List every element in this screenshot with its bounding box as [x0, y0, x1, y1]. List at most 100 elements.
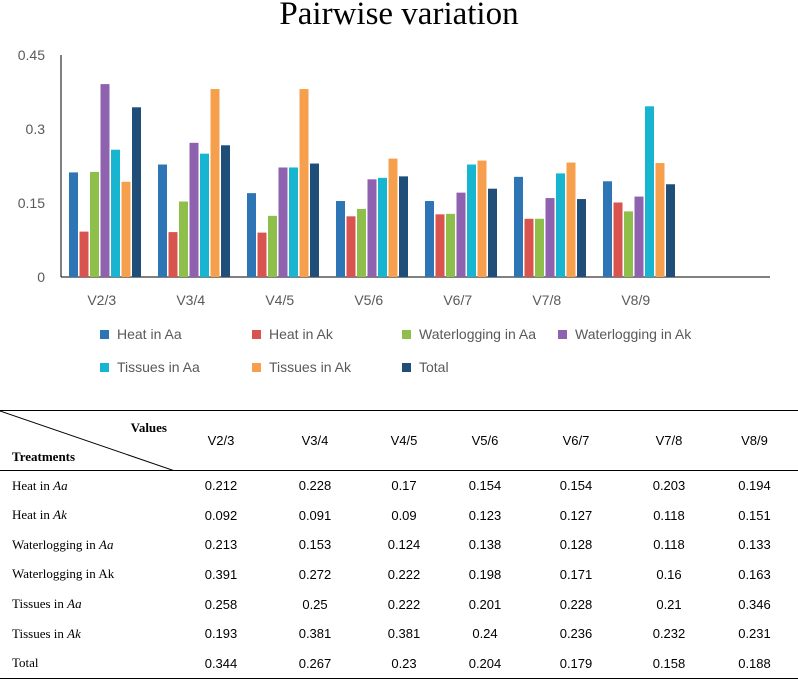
- table-cell: 0.201: [468, 596, 502, 612]
- table-cell: 0.381: [387, 626, 421, 642]
- legend-item: Tissues in Aa: [100, 359, 200, 375]
- bar: [158, 164, 167, 277]
- table-cell: 0.138: [468, 537, 502, 553]
- x-tick-label: V4/5: [265, 292, 294, 308]
- legend-label: Waterlogging in Aa: [419, 326, 536, 342]
- table-row: Tissues in Ak 0.193 0.381 0.381 0.24 0.236 0.2…: [0, 619, 798, 649]
- table-cell: 0.171: [559, 566, 593, 582]
- bar: [121, 181, 131, 277]
- values-table: Values Treatments V2/3 V3/4 V4/5 V5/6 V6/7 V7…: [0, 410, 798, 679]
- table-cell: 0.151: [738, 507, 771, 523]
- legend-label: Tissues in Ak: [269, 359, 351, 375]
- x-tick-label: V2/3: [87, 292, 116, 308]
- y-tick-label: 0: [37, 269, 45, 285]
- table-cell: 0.228: [559, 596, 593, 612]
- table-cell: 0.128: [559, 537, 593, 553]
- table-cell: 0.232: [652, 626, 686, 642]
- legend-label: Heat in Ak: [269, 326, 333, 342]
- table-cell: 0.231: [738, 626, 771, 642]
- table-header-row: Values Treatments V2/3 V3/4 V4/5 V5/6 V6/7 V7…: [0, 410, 798, 471]
- table-cell: 0.198: [468, 566, 502, 582]
- table-cell: 0.124: [387, 537, 421, 553]
- table-cell: 0.154: [468, 478, 502, 494]
- table-cell: 0.188: [738, 655, 771, 671]
- legend-item: Total: [402, 359, 449, 375]
- table-cell: 0.194: [738, 478, 771, 494]
- bar: [289, 167, 298, 277]
- bar: [535, 218, 544, 277]
- bar: [577, 199, 586, 277]
- table-cell: 0.092: [204, 507, 238, 523]
- bar: [111, 149, 120, 277]
- table-cell: 0.272: [298, 566, 332, 582]
- legend-item: Tissues in Ak: [252, 359, 351, 375]
- table-column-header: V2/3: [207, 433, 235, 448]
- table-cell: 0.267: [298, 655, 332, 671]
- bar: [467, 164, 476, 277]
- row-label: Waterlogging in Ak: [12, 566, 115, 582]
- row-label: Tissues in Ak: [12, 625, 81, 641]
- table-cell: 0.133: [738, 537, 771, 553]
- table-cell: 0.213: [204, 537, 238, 553]
- bar: [603, 181, 612, 277]
- bar: [336, 201, 345, 277]
- table-cell: 0.203: [652, 478, 686, 494]
- table-row: Waterlogging in Aa 0.213 0.153 0.124 0.138 0.…: [0, 530, 798, 560]
- bar-chart: 0 0.15 0.3 0.45 V2/3 V3/4 V4/5 V5/6 V6/7 V7/8 V8/9: [18, 47, 770, 308]
- bar: [367, 179, 377, 277]
- table-cell: 0.391: [204, 566, 238, 582]
- bar: [488, 188, 497, 277]
- corner-values-label: Values: [130, 420, 167, 435]
- table-column-header: V4/5: [390, 433, 418, 448]
- table-cell: 0.346: [738, 596, 771, 612]
- table-cell: 0.158: [652, 655, 686, 671]
- chart-bars: [69, 84, 675, 278]
- bar: [399, 176, 408, 277]
- table-cell: 0.25: [302, 596, 328, 612]
- bar: [346, 216, 356, 277]
- bar: [179, 201, 188, 277]
- table-cell: 0.16: [656, 566, 682, 582]
- table-cell: 0.154: [559, 478, 593, 494]
- chart-title: Pairwise variation: [279, 0, 519, 32]
- bar: [477, 160, 487, 277]
- table-cell: 0.127: [559, 507, 593, 523]
- table-column-header: V7/8: [655, 433, 683, 448]
- table-cell: 0.222: [387, 566, 421, 582]
- legend-label: Heat in Aa: [117, 326, 182, 342]
- bar: [310, 163, 319, 277]
- row-label: Heat in Aa: [12, 477, 68, 493]
- bar: [634, 196, 644, 277]
- table-cell: 0.153: [298, 537, 332, 553]
- x-tick-label: V7/8: [532, 292, 561, 308]
- bar: [299, 89, 309, 277]
- bar: [456, 192, 466, 277]
- bar: [446, 213, 455, 277]
- bar: [425, 201, 434, 277]
- table-cell: 0.344: [204, 655, 238, 671]
- x-tick-label: V6/7: [443, 292, 472, 308]
- y-tick-label: 0.45: [18, 47, 45, 63]
- table-cell: 0.21: [656, 596, 682, 612]
- bar: [278, 167, 288, 277]
- table-cell: 0.228: [298, 478, 332, 494]
- bar: [221, 145, 230, 277]
- bar: [556, 173, 565, 277]
- table-cell: 0.118: [653, 507, 685, 523]
- x-tick-label: V5/6: [354, 292, 383, 308]
- legend-item: Heat in Aa: [100, 326, 182, 342]
- table-cell: 0.17: [391, 478, 417, 494]
- bar: [378, 177, 387, 277]
- legend-label: Tissues in Aa: [117, 359, 200, 375]
- table-row: Heat in Aa 0.212 0.228 0.17 0.154 0.154 0.203 0…: [0, 471, 798, 501]
- y-tick-label: 0.3: [26, 121, 46, 137]
- legend-swatch: [252, 330, 261, 339]
- bar: [388, 158, 398, 277]
- bar: [100, 84, 110, 278]
- bar: [624, 211, 633, 277]
- bar: [210, 89, 220, 277]
- row-label: Total: [12, 655, 39, 671]
- table-corner-cell: Values Treatments: [0, 411, 175, 471]
- legend-label: Total: [419, 359, 449, 375]
- legend-swatch: [402, 330, 411, 339]
